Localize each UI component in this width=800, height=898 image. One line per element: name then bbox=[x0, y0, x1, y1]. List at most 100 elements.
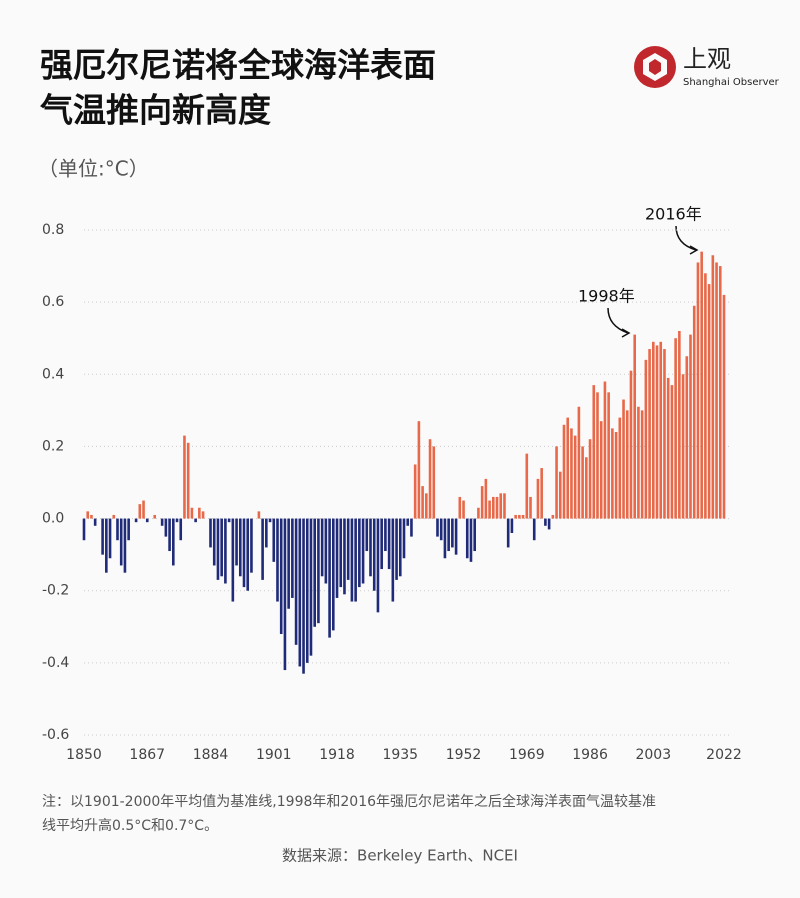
y-tick-label: 0.0 bbox=[42, 511, 64, 527]
bar bbox=[558, 471, 562, 519]
bar bbox=[358, 518, 361, 588]
logo: 上观 Shanghai Observer bbox=[634, 45, 780, 88]
bar bbox=[503, 493, 506, 519]
bar bbox=[506, 518, 510, 548]
bar bbox=[123, 518, 127, 573]
bar bbox=[544, 518, 547, 526]
bar bbox=[540, 468, 543, 519]
bar bbox=[529, 496, 532, 519]
bar bbox=[410, 518, 413, 537]
bar bbox=[425, 493, 428, 519]
bar bbox=[473, 518, 476, 552]
bar bbox=[488, 500, 491, 519]
bar bbox=[692, 305, 696, 519]
bar bbox=[398, 518, 402, 577]
bar bbox=[101, 518, 104, 555]
bar bbox=[428, 439, 432, 519]
bar bbox=[711, 255, 715, 519]
bar bbox=[198, 507, 201, 519]
bar bbox=[551, 514, 555, 519]
bar bbox=[194, 518, 197, 523]
bar bbox=[678, 331, 681, 519]
bar bbox=[372, 518, 376, 591]
annotation-arrow bbox=[675, 225, 697, 251]
bar bbox=[119, 518, 123, 566]
bar bbox=[696, 262, 700, 519]
bar bbox=[384, 518, 387, 552]
x-tick-label: 2003 bbox=[635, 747, 671, 763]
bar bbox=[343, 518, 346, 595]
bar bbox=[588, 439, 592, 519]
bar bbox=[510, 518, 514, 533]
bar bbox=[637, 406, 640, 519]
bar bbox=[640, 410, 644, 519]
bar bbox=[93, 518, 97, 526]
bar bbox=[220, 518, 223, 577]
note: 线平均升高0.5°C和0.7°C。 bbox=[42, 817, 218, 834]
bar bbox=[346, 518, 350, 580]
bar bbox=[160, 518, 164, 526]
bar bbox=[525, 453, 529, 519]
bar bbox=[294, 518, 298, 645]
annotation-arrow bbox=[621, 328, 631, 338]
bar bbox=[570, 428, 573, 519]
bar bbox=[700, 251, 703, 519]
bar bbox=[369, 518, 372, 577]
bar bbox=[715, 262, 718, 519]
bar bbox=[328, 518, 331, 638]
bar bbox=[562, 424, 566, 519]
bar bbox=[216, 518, 220, 580]
bar bbox=[391, 518, 395, 602]
logo-subname: Shanghai Observer bbox=[683, 77, 780, 88]
bar bbox=[648, 349, 651, 519]
bar bbox=[469, 518, 473, 562]
bar bbox=[186, 442, 190, 519]
bar bbox=[324, 518, 328, 584]
logo-name: 上观 bbox=[683, 45, 731, 73]
bar bbox=[291, 518, 294, 598]
bar bbox=[659, 341, 663, 519]
x-tick-label: 1901 bbox=[256, 747, 292, 763]
x-tick-label: 1986 bbox=[572, 747, 608, 763]
note: 注：以1901-2000年平均值为基准线,1998年和2016年强厄尔尼诺年之后… bbox=[42, 793, 656, 810]
bar bbox=[484, 478, 488, 519]
bar bbox=[116, 518, 119, 541]
bar bbox=[127, 518, 130, 541]
title: 气温推向新高度 bbox=[40, 91, 271, 130]
source: 数据来源：Berkeley Earth、NCEI bbox=[282, 847, 518, 865]
bar bbox=[536, 478, 540, 519]
bar bbox=[681, 374, 685, 519]
bar bbox=[454, 518, 458, 555]
bar bbox=[227, 518, 231, 523]
x-tick-label: 1867 bbox=[129, 747, 165, 763]
bar bbox=[521, 514, 525, 519]
bar bbox=[164, 518, 168, 537]
bar bbox=[265, 518, 268, 548]
bar bbox=[261, 518, 264, 580]
bar bbox=[179, 518, 183, 541]
bar bbox=[596, 392, 599, 519]
bar bbox=[652, 341, 655, 519]
bar bbox=[354, 518, 357, 602]
bar bbox=[112, 514, 116, 519]
bar bbox=[108, 518, 112, 559]
bar bbox=[90, 514, 93, 519]
bar bbox=[212, 518, 216, 566]
bar bbox=[603, 381, 607, 519]
bar bbox=[395, 518, 398, 580]
bar bbox=[302, 518, 305, 674]
x-tick-label: 1918 bbox=[319, 747, 355, 763]
bar bbox=[432, 446, 436, 519]
x-tick-label: 1952 bbox=[446, 747, 482, 763]
bar bbox=[361, 518, 365, 584]
bar bbox=[547, 518, 551, 530]
bar bbox=[477, 507, 480, 519]
x-tick-label: 1884 bbox=[193, 747, 229, 763]
y-tick-label: 0.8 bbox=[42, 222, 64, 238]
bar bbox=[387, 518, 391, 570]
annotation: 1998年 bbox=[578, 287, 635, 306]
bar bbox=[201, 511, 205, 519]
x-tick-label: 1935 bbox=[382, 747, 418, 763]
bar bbox=[272, 518, 276, 562]
bar bbox=[242, 518, 246, 588]
